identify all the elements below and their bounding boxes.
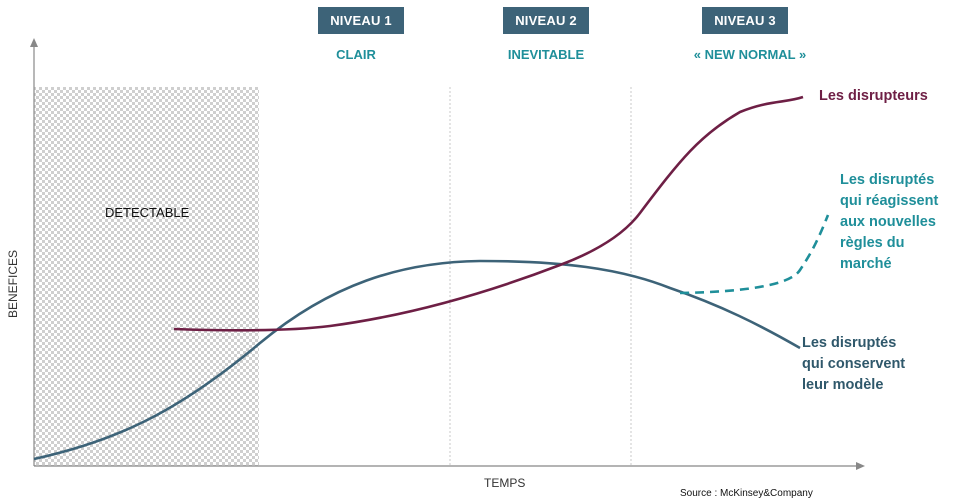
level-2-subtitle: INEVITABLE bbox=[507, 47, 585, 62]
detectable-zone bbox=[34, 87, 259, 466]
label-line: marché bbox=[840, 256, 892, 272]
y-axis-arrow bbox=[30, 38, 38, 47]
label-disrupteurs: Les disrupteurs bbox=[819, 88, 928, 104]
label-line: qui conservent bbox=[802, 356, 906, 372]
level-1-subtitle: CLAIR bbox=[336, 47, 376, 62]
curve-disruptes-reagissent bbox=[679, 214, 830, 295]
label-line: leur modèle bbox=[802, 377, 884, 393]
detectable-label: DETECTABLE bbox=[105, 205, 190, 220]
label-line: règles du bbox=[840, 235, 905, 251]
x-axis-arrow bbox=[856, 462, 865, 470]
level-3-subtitle: « NEW NORMAL » bbox=[693, 47, 807, 62]
label-line: aux nouvelles bbox=[840, 214, 936, 230]
level-1-badge: NIVEAU 1 bbox=[318, 7, 404, 34]
level-3-badge: NIVEAU 3 bbox=[702, 7, 788, 34]
x-axis-label: TEMPS bbox=[484, 476, 526, 490]
label-disruptes-reagissent: Les disruptés qui réagissent aux nouvell… bbox=[840, 170, 938, 275]
label-line: Les disruptés bbox=[840, 172, 935, 188]
y-axis-label: BENEFICES bbox=[6, 250, 20, 319]
label-line: qui réagissent bbox=[840, 193, 939, 209]
level-2-badge: NIVEAU 2 bbox=[503, 7, 589, 34]
curve-disruptes-conservent bbox=[33, 259, 801, 461]
curve-disrupteurs bbox=[173, 95, 804, 332]
label-disruptes-conservent: Les disruptés qui conservent leur modèle bbox=[802, 333, 905, 396]
source-credit: Source : McKinsey&Company bbox=[680, 488, 813, 499]
label-line: Les disruptés bbox=[802, 335, 897, 351]
